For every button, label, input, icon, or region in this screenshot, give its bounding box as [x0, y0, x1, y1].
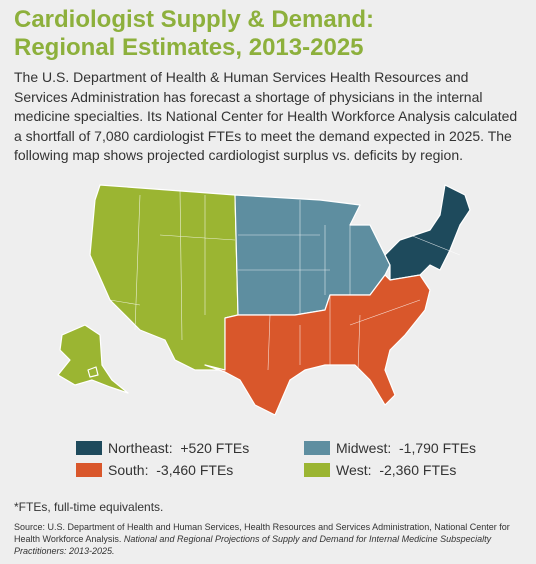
legend-value: -2,360 FTEs	[379, 462, 457, 478]
region-northeast	[384, 184, 471, 281]
legend-item: Northeast: +520 FTEs	[76, 440, 249, 456]
source-citation: National and Regional Projections of Sup…	[14, 534, 492, 556]
footnote: *FTEs, full-time equivalents.	[14, 500, 164, 514]
legend-swatch	[76, 441, 102, 455]
legend-swatch	[76, 463, 102, 477]
legend-item: South: -3,460 FTEs	[76, 462, 233, 478]
source: Source: U.S. Department of Health and Hu…	[14, 521, 526, 557]
legend-region: West:	[336, 462, 372, 478]
title-line: Regional Estimates, 2013-2025	[14, 34, 364, 61]
legend-region: Northeast:	[108, 440, 173, 456]
title: Cardiologist Supply & Demand: Regional E…	[14, 6, 524, 62]
intro-text: The U.S. Department of Health & Human Se…	[14, 69, 518, 164]
legend-value: -1,790 FTEs	[399, 440, 477, 456]
legend-region: South:	[108, 462, 149, 478]
state-borders	[109, 189, 461, 371]
legend-item: West: -2,360 FTEs	[304, 462, 456, 478]
legend-region: Midwest:	[336, 440, 392, 456]
legend-swatch	[304, 441, 330, 455]
legend-item: Midwest: -1,790 FTEs	[304, 440, 476, 456]
legend-value: +520 FTEs	[180, 440, 250, 456]
region-west	[89, 184, 239, 371]
region-west-hawaii	[87, 366, 99, 378]
title-line: Cardiologist Supply & Demand:	[14, 6, 375, 33]
legend-value: -3,460 FTEs	[156, 462, 234, 478]
us-map	[57, 184, 471, 416]
legend-swatch	[304, 463, 330, 477]
region-west-alaska	[57, 324, 129, 394]
source-text: Source: U.S. Department of Health and Hu…	[14, 522, 510, 544]
